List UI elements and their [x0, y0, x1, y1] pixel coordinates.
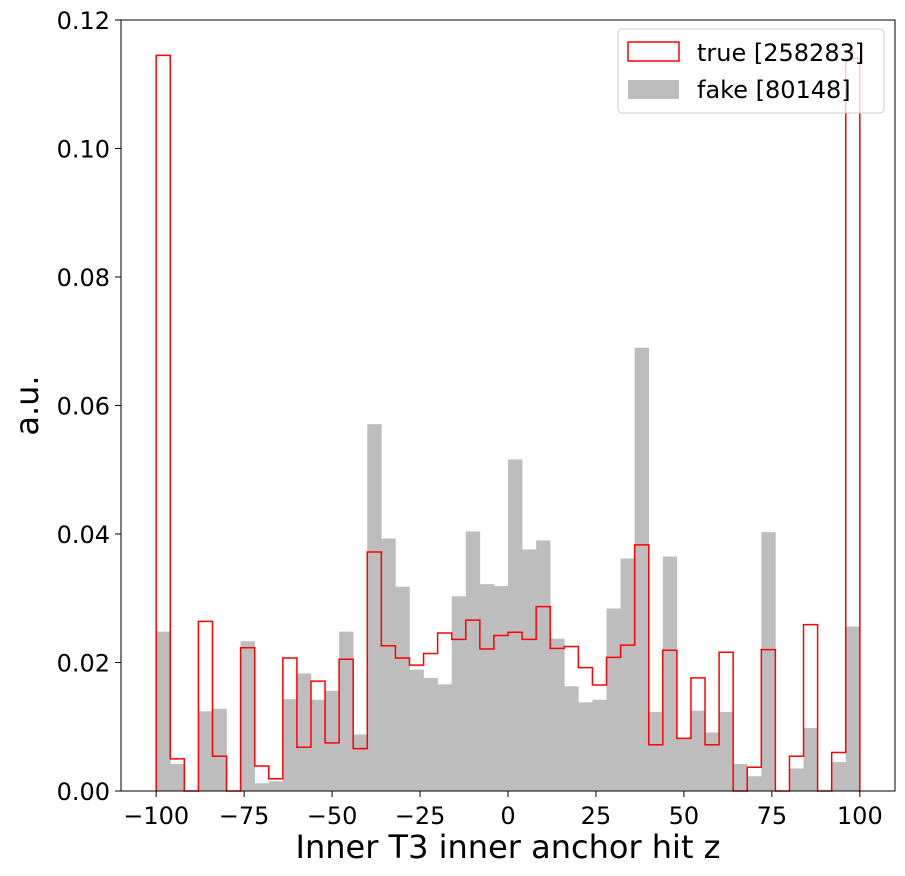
- fake-bar: [451, 596, 467, 791]
- fake-bar: [564, 686, 579, 791]
- legend: true [258283] fake [80148]: [617, 28, 885, 114]
- fake-bar: [296, 673, 312, 791]
- fake-bar: [325, 690, 340, 791]
- fake-bar: [705, 732, 720, 791]
- fake-bar: [254, 783, 270, 791]
- fake-bar: [240, 641, 255, 791]
- x-tick-label: −75: [219, 802, 270, 830]
- fake-bar: [170, 764, 185, 791]
- x-tick-label: 75: [757, 802, 788, 830]
- x-tick-label: −100: [123, 802, 189, 830]
- fake-bar: [536, 540, 551, 791]
- fake-bar: [578, 702, 593, 791]
- y-tick-label: 0.06: [57, 393, 110, 421]
- x-tick-label: 50: [669, 802, 700, 830]
- legend-swatch-true: [627, 41, 680, 62]
- fake-bar: [381, 538, 396, 791]
- fake-series-bars: [156, 347, 861, 791]
- fake-bar: [395, 586, 410, 791]
- fake-bar: [592, 699, 607, 791]
- y-tick-label: 0.12: [57, 7, 110, 35]
- fake-bar: [761, 532, 776, 791]
- x-tick-label: 0: [500, 802, 515, 830]
- fake-bar: [690, 710, 706, 791]
- fake-bar: [156, 631, 171, 791]
- y-axis: 0.00 0.02 0.04 0.06 0.08 0.10 0.12: [57, 7, 121, 806]
- fake-bar: [648, 711, 664, 791]
- fake-bar: [747, 776, 762, 791]
- fake-bar: [831, 762, 847, 791]
- fake-bar: [282, 699, 298, 791]
- fake-bar: [719, 711, 734, 791]
- fake-bar: [367, 424, 382, 791]
- y-tick-label: 0.02: [57, 650, 110, 678]
- y-tick-label: 0.08: [57, 264, 110, 292]
- fake-bar: [479, 584, 495, 791]
- fake-bar: [437, 684, 453, 791]
- fake-bar: [789, 768, 804, 791]
- legend-box: [617, 28, 885, 114]
- true-series-steps: [155, 54, 861, 792]
- fake-bar: [423, 677, 438, 791]
- y-axis-title: a.u.: [8, 375, 46, 435]
- fake-bar: [353, 734, 368, 791]
- fake-bar: [803, 728, 818, 791]
- fake-bar: [606, 608, 621, 791]
- y-tick-label: 0.10: [57, 136, 110, 164]
- fake-bar: [634, 347, 650, 791]
- x-tick-label: 25: [581, 802, 612, 830]
- fake-bar: [733, 764, 748, 791]
- fake-bar: [508, 459, 523, 791]
- fake-bar: [676, 737, 692, 791]
- fake-bar: [522, 549, 537, 791]
- fake-bar: [310, 699, 326, 791]
- fake-bar: [268, 781, 284, 791]
- legend-label-fake: fake [80148]: [697, 76, 851, 104]
- fake-bar: [845, 626, 861, 791]
- fake-bar: [493, 586, 509, 791]
- x-tick-label: −50: [307, 802, 358, 830]
- x-tick-label: 100: [837, 802, 883, 830]
- x-axis: −100 −75 −50 −25 0 25 50 75 100: [123, 791, 883, 830]
- fake-bar: [620, 558, 635, 791]
- y-tick-label: 0.00: [57, 778, 110, 806]
- fake-bar: [339, 631, 354, 791]
- legend-swatch-fake: [628, 80, 679, 99]
- y-tick-label: 0.04: [57, 521, 110, 549]
- fake-bar: [465, 531, 481, 791]
- true-step-line: [155, 54, 861, 792]
- fake-bar: [662, 556, 678, 791]
- fake-bar: [409, 669, 424, 791]
- fake-bar: [212, 708, 227, 791]
- fake-bar: [550, 638, 565, 791]
- legend-label-true: true [258283]: [697, 39, 864, 67]
- x-tick-label: −25: [395, 802, 446, 830]
- fake-bar: [198, 711, 213, 791]
- x-axis-title: Inner T3 inner anchor hit z: [296, 828, 721, 866]
